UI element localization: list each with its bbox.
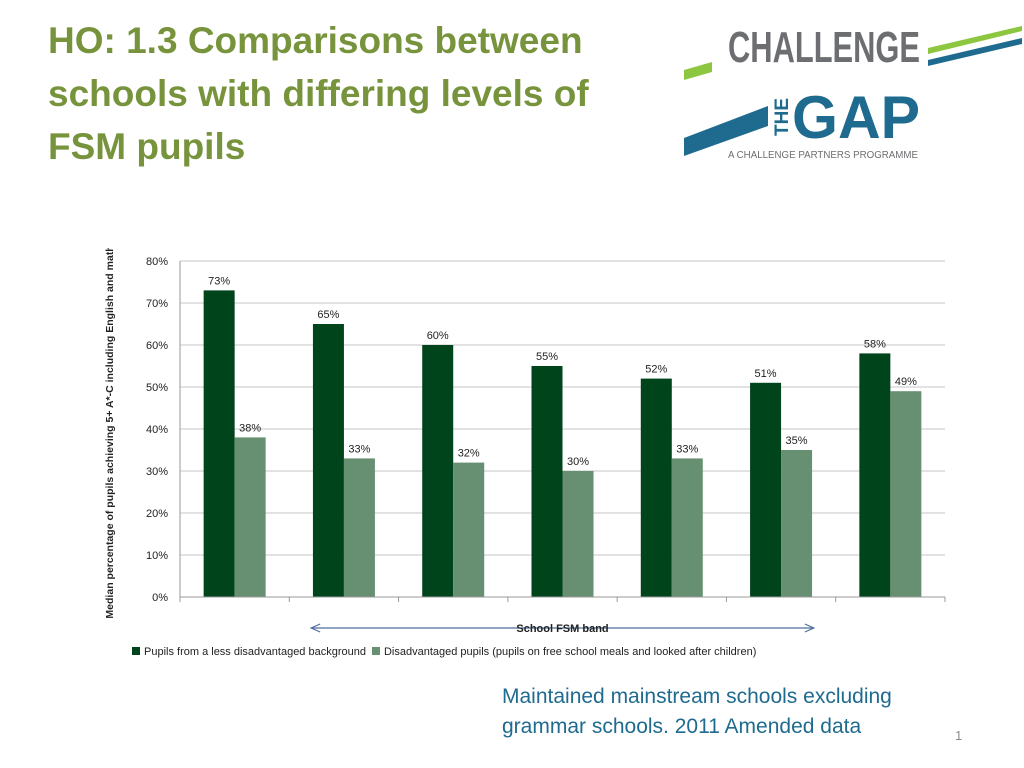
y-tick-label: 30% xyxy=(146,466,168,478)
y-tick-label: 50% xyxy=(146,382,168,394)
data-label: 51% xyxy=(755,368,777,380)
y-axis-title: Median percentage of pupils achieving 5+… xyxy=(104,248,116,619)
bar xyxy=(312,324,344,597)
bar xyxy=(422,345,454,597)
logo-blue-stroke-left xyxy=(684,106,768,156)
legend-label: Disadvantaged pupils (pupils on free sch… xyxy=(384,646,756,658)
data-label: 52% xyxy=(645,364,667,376)
logo-the-text: THE xyxy=(772,98,793,136)
bar-chart: 0% 10% 20% 30% 40% 50% 60% 70% 80% Median percent… xyxy=(104,248,946,658)
data-label: 38% xyxy=(239,422,261,434)
bar xyxy=(890,391,922,597)
data-label: 73% xyxy=(208,275,230,287)
slide-title: HO: 1.3 Comparisons between schools with… xyxy=(48,20,589,167)
bar xyxy=(234,437,266,597)
bar xyxy=(750,382,782,597)
source-note: Maintained mainstream schools excluding … xyxy=(502,685,892,738)
bar xyxy=(859,353,891,597)
y-tick-label: 10% xyxy=(146,550,168,562)
logo-challenge-text: CHALLENGE xyxy=(728,23,920,72)
legend-swatch xyxy=(371,647,380,655)
data-label: 49% xyxy=(895,376,917,388)
logo-tagline: A CHALLENGE PARTNERS PROGRAMME xyxy=(728,150,918,161)
bar xyxy=(671,458,703,597)
bar xyxy=(453,462,485,597)
data-label: 33% xyxy=(676,443,698,455)
y-tick-label: 0% xyxy=(152,592,168,604)
logo-blue-stroke-right xyxy=(928,38,1022,66)
fsm-arrow-right-head xyxy=(804,623,816,633)
data-label: 32% xyxy=(458,448,480,460)
legend-label: Pupils from a less disadvantaged backgro… xyxy=(144,646,366,658)
y-tick-label: 60% xyxy=(146,340,168,352)
y-tick-label: 80% xyxy=(146,256,168,268)
data-label: 35% xyxy=(786,435,808,447)
data-label: 33% xyxy=(348,443,370,455)
bar xyxy=(343,458,375,597)
challenge-the-gap-logo: CHALLENGE THE GAP A CHALLENGE PARTNERS P… xyxy=(684,23,1022,161)
logo-gap-text: GAP xyxy=(792,84,920,151)
logo-green-stroke-left xyxy=(684,62,712,80)
data-label: 55% xyxy=(536,351,558,363)
bar xyxy=(640,378,672,597)
logo-green-stroke-right xyxy=(928,26,1022,54)
data-label: 58% xyxy=(864,338,886,350)
data-label: 65% xyxy=(317,309,339,321)
y-tick-label: 20% xyxy=(146,508,168,520)
slide-number: 1 xyxy=(955,728,963,743)
bar xyxy=(203,290,235,597)
bar xyxy=(781,450,813,597)
bar xyxy=(531,366,563,597)
y-tick-label: 40% xyxy=(146,424,168,436)
bar xyxy=(562,471,594,597)
legend-swatch xyxy=(132,647,140,655)
data-label: 60% xyxy=(427,330,449,342)
x-axis-title: School FSM band xyxy=(516,623,608,635)
data-label: 30% xyxy=(567,456,589,468)
y-tick-label: 70% xyxy=(146,298,168,310)
fsm-arrow-left-head xyxy=(309,623,321,633)
